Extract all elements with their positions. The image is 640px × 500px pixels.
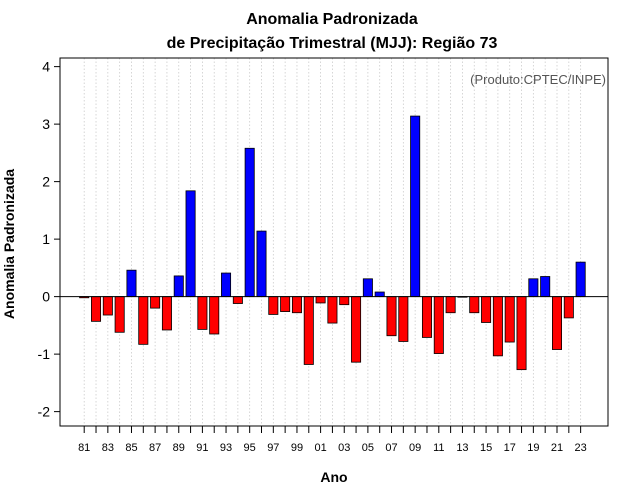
x-tick-label: 23 bbox=[575, 442, 587, 454]
bar-1988 bbox=[161, 296, 172, 331]
bar-2009 bbox=[410, 115, 421, 298]
chart-title: Anomalia Padronizada bbox=[246, 11, 418, 28]
bar-2018 bbox=[516, 296, 527, 371]
y-tick-label: 4 bbox=[42, 59, 50, 75]
bar-2004 bbox=[351, 296, 362, 363]
x-tick-label: 91 bbox=[196, 442, 208, 454]
bar-1992 bbox=[209, 296, 220, 335]
bar-1984 bbox=[114, 296, 125, 333]
bars-group bbox=[79, 115, 586, 371]
bar-2020 bbox=[540, 276, 551, 298]
x-tick-label: 09 bbox=[409, 442, 421, 454]
bar-2001 bbox=[315, 296, 326, 304]
bar-1983 bbox=[102, 296, 113, 316]
bar-1987 bbox=[150, 296, 161, 309]
x-tick-label: 99 bbox=[291, 442, 303, 454]
x-tick-label: 17 bbox=[504, 442, 516, 454]
bar-1999 bbox=[291, 296, 302, 314]
source-annotation: (Produto:CPTEC/INPE) bbox=[470, 72, 606, 87]
x-tick-label: 85 bbox=[125, 442, 137, 454]
y-axis: -2 -1 0 1 2 3 4 bbox=[38, 59, 60, 420]
x-tick-label: 01 bbox=[314, 442, 326, 454]
bar-1990 bbox=[185, 190, 196, 298]
x-axis: 81 83 85 87 89 91 93 95 97 99 01 03 05 07 09 11 13 15 17 19… bbox=[78, 426, 587, 454]
bar-2003 bbox=[339, 296, 350, 306]
x-tick-label: 95 bbox=[244, 442, 256, 454]
bar-2008 bbox=[398, 296, 409, 342]
y-tick-label: 2 bbox=[42, 174, 50, 190]
bar-2005 bbox=[362, 278, 373, 298]
y-tick-label: 3 bbox=[42, 116, 50, 132]
y-tick-label: 0 bbox=[42, 289, 50, 305]
bar-2022 bbox=[563, 296, 574, 319]
bar-2021 bbox=[552, 296, 563, 350]
y-tick-label: 1 bbox=[42, 231, 50, 247]
x-tick-label: 15 bbox=[480, 442, 492, 454]
bar-2012 bbox=[445, 296, 456, 314]
y-tick-label: -2 bbox=[38, 404, 51, 420]
x-tick-label: 87 bbox=[149, 442, 161, 454]
x-tick-label: 05 bbox=[362, 442, 374, 454]
x-tick-label: 83 bbox=[102, 442, 114, 454]
chart-subtitle: de Precipitação Trimestral (MJJ): Região… bbox=[167, 35, 498, 52]
x-axis-label: Ano bbox=[320, 469, 347, 485]
bar-1996 bbox=[256, 230, 267, 298]
y-axis-label: Anomalia Padronizada bbox=[1, 169, 17, 319]
x-tick-label: 93 bbox=[220, 442, 232, 454]
bar-2000 bbox=[303, 296, 314, 365]
x-tick-label: 81 bbox=[78, 442, 90, 454]
bar-1989 bbox=[173, 275, 184, 298]
bar-1985 bbox=[126, 269, 137, 298]
x-tick-label: 11 bbox=[433, 442, 444, 454]
bar-1993 bbox=[221, 272, 232, 298]
bar-1995 bbox=[244, 147, 255, 298]
bar-2011 bbox=[433, 296, 444, 354]
bar-2023 bbox=[575, 261, 586, 298]
bar-1994 bbox=[232, 296, 243, 304]
x-tick-label: 03 bbox=[338, 442, 350, 454]
x-tick-label: 89 bbox=[173, 442, 185, 454]
y-tick-label: -1 bbox=[38, 346, 51, 362]
x-tick-label: 21 bbox=[551, 442, 563, 454]
bar-2006 bbox=[374, 291, 385, 298]
bar-2002 bbox=[327, 296, 338, 324]
bar-1986 bbox=[138, 296, 149, 345]
bar-2014 bbox=[469, 296, 480, 314]
grid-lines bbox=[83, 58, 582, 426]
bar-2015 bbox=[481, 296, 492, 323]
bar-2007 bbox=[386, 296, 397, 337]
bar-1991 bbox=[197, 296, 208, 330]
bar-2016 bbox=[492, 296, 503, 357]
x-tick-label: 97 bbox=[267, 442, 279, 454]
bar-1997 bbox=[268, 296, 279, 315]
x-tick-label: 19 bbox=[527, 442, 539, 454]
x-tick-label: 13 bbox=[456, 442, 468, 454]
bar-2019 bbox=[528, 278, 539, 298]
bar-1982 bbox=[91, 296, 102, 322]
bar-1998 bbox=[280, 296, 291, 312]
bar-2017 bbox=[504, 296, 515, 343]
bar-2010 bbox=[421, 296, 432, 338]
plot-frame bbox=[59, 57, 609, 427]
x-tick-label: 07 bbox=[385, 442, 397, 454]
